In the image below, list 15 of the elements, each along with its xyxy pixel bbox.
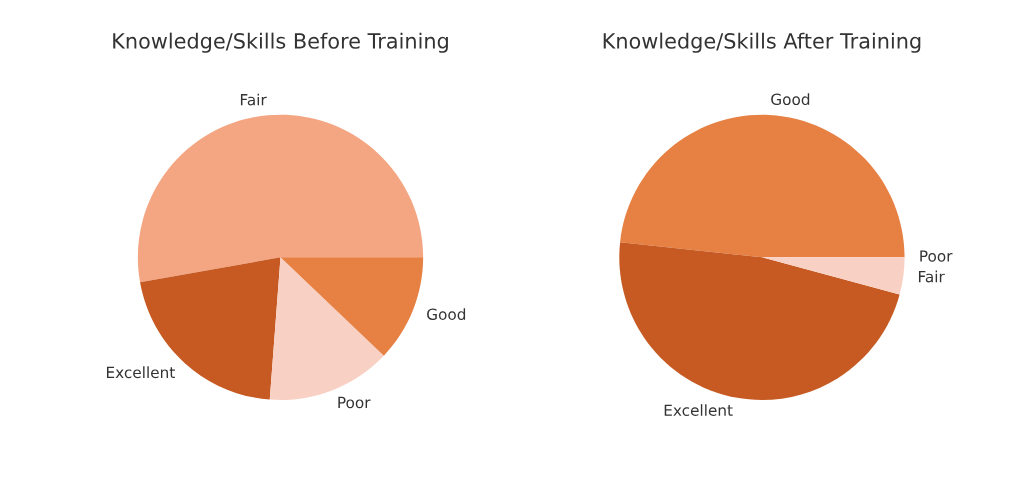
chart-title: Knowledge/Skills Before Training — [113, 32, 448, 53]
chart-title: Knowledge/Skills After Training — [603, 32, 921, 53]
pie-slice — [620, 114, 905, 258]
slice-label: Excellent — [106, 366, 175, 379]
slice-label: Excellent — [664, 404, 733, 416]
slice-label: Fair — [918, 270, 945, 283]
pie-slice — [619, 242, 900, 400]
slice-label: Good — [427, 308, 466, 320]
slice-label: Good — [771, 93, 810, 106]
pie-slice — [761, 257, 905, 295]
pie-slice — [280, 257, 424, 356]
slice-label: Poor — [338, 396, 371, 409]
pie-slice — [137, 114, 424, 283]
slice-label: Fair — [240, 93, 267, 106]
category-label: Poor — [920, 250, 953, 262]
